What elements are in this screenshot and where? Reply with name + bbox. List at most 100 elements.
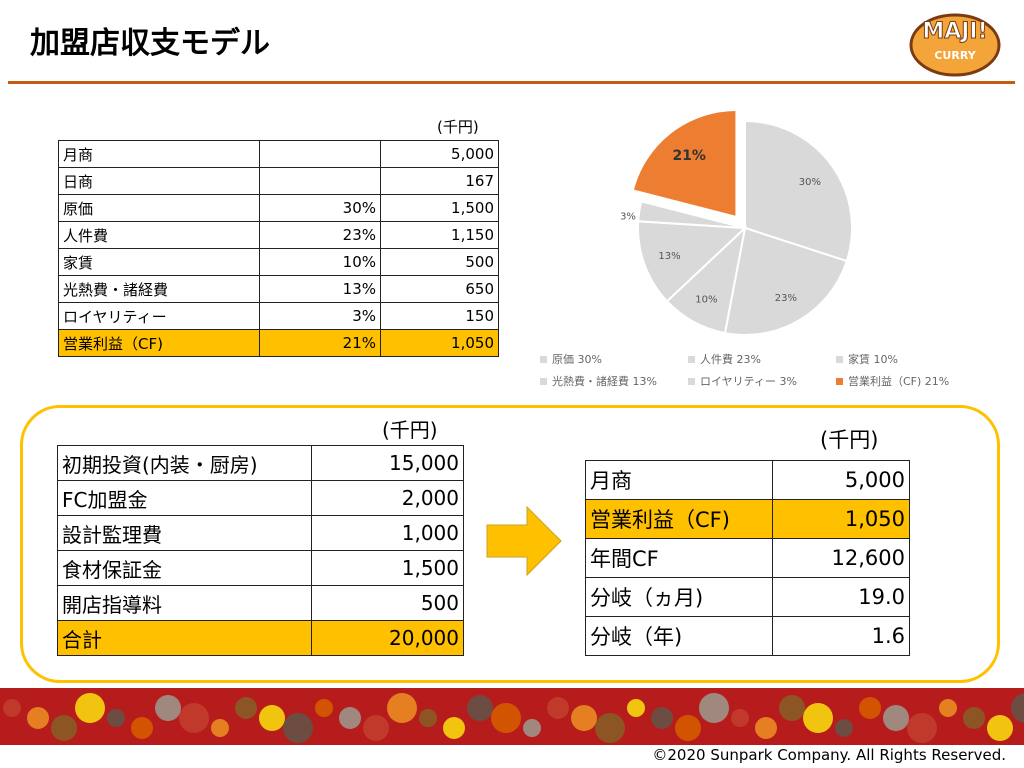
table-cell: 営業利益（CF): [585, 499, 773, 539]
spice-decoration: [315, 699, 333, 717]
table-cell: 150: [380, 302, 499, 330]
pie-slice: [631, 108, 738, 219]
table-cell: 20,000: [311, 620, 464, 656]
table-cell: [259, 167, 381, 195]
spice-decoration: [75, 693, 105, 723]
spice-decoration: [51, 715, 77, 741]
table-cell: 1,050: [380, 329, 499, 357]
spice-decoration: [211, 719, 229, 737]
spice-decoration: [779, 695, 805, 721]
table-cell: 12,600: [772, 538, 910, 578]
spice-decoration: [339, 707, 361, 729]
payback-table: 月商 5,000 営業利益（CF) 1,050 年間CF 12,600 分岐（ヵ月) 19.0…: [585, 460, 910, 656]
legend-label: 人件費 23%: [700, 352, 761, 366]
table-cell: 月商: [585, 460, 773, 500]
investment-table: 初期投資(内装・厨房) 15,000 FC加盟金 2,000 設計監理費 1,000 食材保…: [57, 445, 464, 656]
table-row: 初期投資(内装・厨房) 15,000: [57, 445, 464, 481]
table-cell: ロイヤリティー: [58, 302, 260, 330]
table-cell: 19.0: [772, 577, 910, 617]
spice-decoration: [547, 697, 569, 719]
copyright: ©2020 Sunpark Company. All Rights Reserv…: [652, 746, 1006, 764]
table-cell: 10%: [259, 248, 381, 276]
table-cell: 13%: [259, 275, 381, 303]
table-cell: 500: [311, 585, 464, 621]
legend-label: 家賃 10%: [848, 352, 898, 366]
table-cell: 年間CF: [585, 538, 773, 578]
table-cell: 2,000: [311, 480, 464, 516]
spice-decoration: [283, 713, 313, 743]
table-cell: 1.6: [772, 616, 910, 656]
table-cell: 1,150: [380, 221, 499, 249]
panel: [20, 405, 1000, 683]
spice-decoration: [491, 703, 521, 733]
table-row: 原価 30% 1,500: [58, 194, 499, 222]
unit-label: (千円): [820, 428, 879, 452]
table-row: 営業利益（CF) 1,050: [585, 499, 910, 539]
table-cell: 1,500: [311, 550, 464, 586]
table-row: 月商 5,000: [58, 140, 499, 168]
table-cell: 分岐（年): [585, 616, 773, 656]
pie-slice: [637, 220, 748, 303]
spice-banner: [0, 688, 1024, 745]
logo: MAJI! CURRY: [909, 13, 1001, 77]
table-cell: [259, 140, 381, 168]
spice-decoration: [3, 699, 21, 717]
spice-decoration: [131, 717, 153, 739]
table-cell: 21%: [259, 329, 381, 357]
arrow: [486, 505, 562, 577]
table-cell: 原価: [58, 194, 260, 222]
spice-decoration: [179, 703, 209, 733]
table-cell: 光熱費・諸経費: [58, 275, 260, 303]
table-cell: 人件費: [58, 221, 260, 249]
table-row: 設計監理費 1,000: [57, 515, 464, 551]
table-cell: 30%: [259, 194, 381, 222]
pie-chart: 30% 23% 10% 13% 3% 21% 原価 30% 人件費 23% 家賃 10% 光熱費・…: [540, 108, 949, 388]
table-cell: 家賃: [58, 248, 260, 276]
table-row: FC加盟金 2,000: [57, 480, 464, 516]
spice-decoration: [523, 719, 541, 737]
table-cell: 5,000: [380, 140, 499, 168]
spice-decoration: [675, 715, 701, 741]
table-cell: 650: [380, 275, 499, 303]
spice-decoration: [155, 695, 181, 721]
data-label: 21%: [672, 148, 706, 164]
divider: [8, 81, 1015, 84]
legend-swatch: [836, 356, 843, 363]
data-label: 30%: [799, 177, 821, 188]
spice-decoration: [571, 705, 597, 731]
slide-title: 加盟店収支モデル: [30, 26, 270, 61]
table-cell: 500: [380, 248, 499, 276]
spice-decoration: [731, 709, 749, 727]
spice-decoration: [259, 705, 285, 731]
table-cell: 月商: [58, 140, 260, 168]
table-row: 光熱費・諸経費 13% 650: [58, 275, 499, 303]
table-cell: 営業利益（CF): [58, 329, 260, 357]
legend-swatch: [688, 356, 695, 363]
spice-decoration: [387, 693, 417, 723]
table-row: 月商 5,000: [585, 460, 910, 500]
table-cell: 日商: [58, 167, 260, 195]
table-cell: 分岐（ヵ月): [585, 577, 773, 617]
logo-name: MAJI!: [922, 19, 987, 44]
legend-label: 光熱費・諸経費 13%: [552, 374, 657, 388]
data-label: 3%: [620, 211, 636, 222]
table-cell: 開店指導料: [57, 585, 312, 621]
spice-decoration: [755, 717, 777, 739]
table-row: 営業利益（CF) 21% 1,050: [58, 329, 499, 357]
table-cell: 3%: [259, 302, 381, 330]
legend-label: ロイヤリティー 3%: [700, 375, 797, 388]
spice-decoration: [467, 695, 493, 721]
table-row: 分岐（年) 1.6: [585, 616, 910, 656]
table-cell: 初期投資(内装・厨房): [57, 445, 312, 481]
table-row: 食材保証金 1,500: [57, 550, 464, 586]
table-cell: 15,000: [311, 445, 464, 481]
spice-decoration: [107, 709, 125, 727]
logo-sub: CURRY: [934, 49, 976, 62]
legend-swatch: [540, 356, 547, 363]
spice-decoration: [835, 719, 853, 737]
spice-decoration: [27, 707, 49, 729]
unit-label: (千円): [437, 118, 479, 136]
spice-decoration: [1011, 693, 1024, 723]
spice-decoration: [883, 705, 909, 731]
